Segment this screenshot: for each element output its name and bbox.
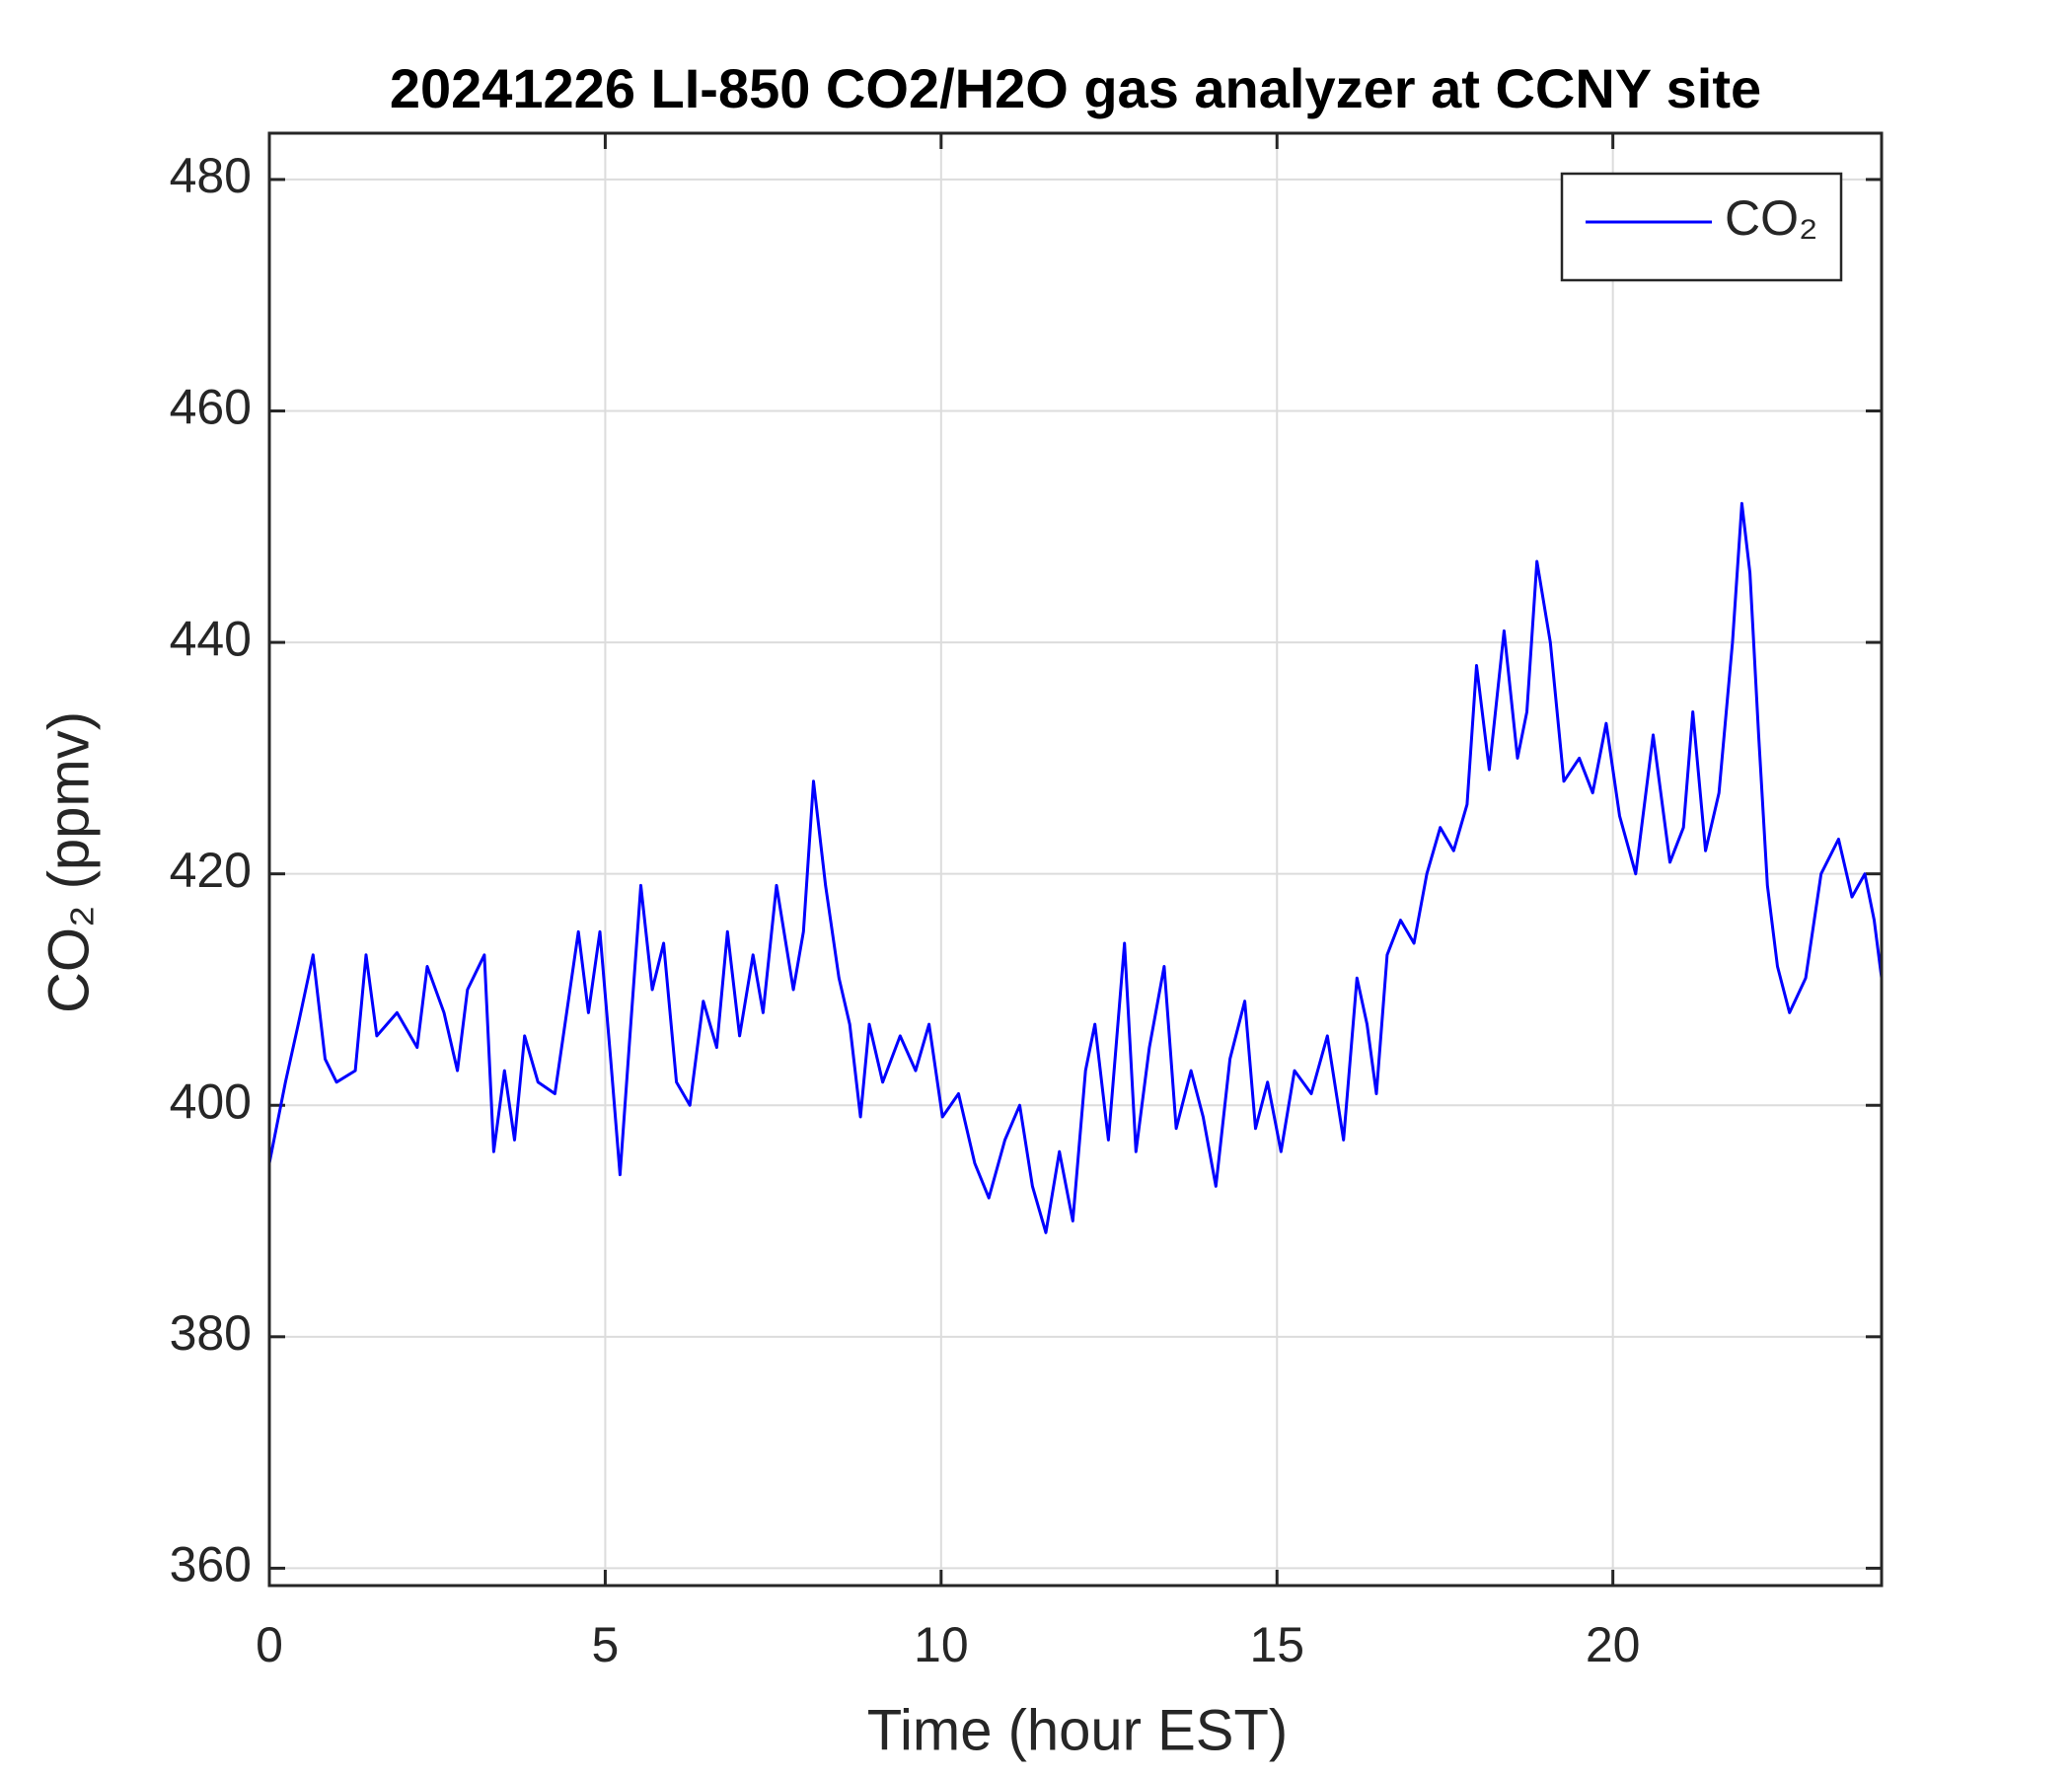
x-tick-label: 20 [1586, 1617, 1641, 1672]
y-axis-label: CO₂ (ppmv) [37, 711, 101, 1013]
legend: CO₂ [1560, 172, 1843, 282]
y-tick-label: 380 [170, 1305, 252, 1361]
x-tick-label: 10 [914, 1617, 969, 1672]
chart-title: 20241226 LI-850 CO2/H2O gas analyzer at … [390, 57, 1761, 119]
x-tick-label: 5 [592, 1617, 620, 1672]
y-tick-label: 400 [170, 1073, 252, 1129]
y-tick-label: 460 [170, 380, 252, 435]
plot-area [267, 501, 1884, 1234]
axes-box [267, 131, 1884, 1588]
y-tick-label: 480 [170, 148, 252, 203]
y-tick-label: 360 [170, 1537, 252, 1592]
legend-box [1560, 172, 1843, 282]
x-axis-label: Time (hour EST) [867, 1698, 1288, 1762]
y-tick-label: 420 [170, 843, 252, 898]
legend-label: CO₂ [1725, 190, 1817, 246]
x-tick-label: 0 [256, 1617, 283, 1672]
x-tick-label: 15 [1249, 1617, 1304, 1672]
data-line [267, 501, 1884, 1234]
y-tick-label: 440 [170, 611, 252, 666]
